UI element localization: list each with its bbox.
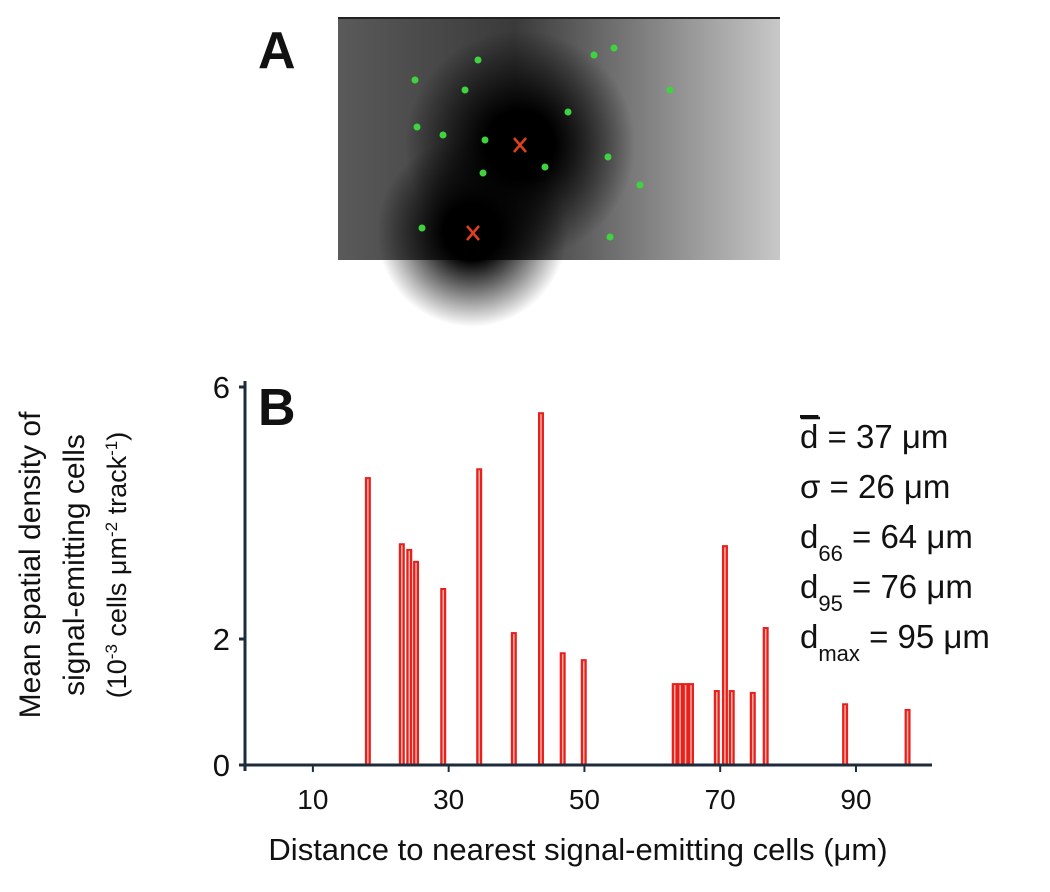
annotation-value: = 26 μm: [820, 468, 950, 505]
bar-group: [559, 652, 566, 765]
y-tick-label: 6: [213, 370, 230, 405]
superscript: -3: [102, 644, 121, 659]
bar-group: [682, 683, 689, 765]
annotation: d = 37 μm: [800, 418, 948, 455]
bar-group: [713, 690, 720, 765]
annotation: d66 = 64 μm: [800, 518, 973, 566]
unit-text: cells μm: [102, 537, 132, 644]
bar-group: [406, 548, 413, 765]
bar-group: [688, 683, 695, 765]
bar-group: [721, 545, 728, 765]
bar-group: [364, 477, 371, 765]
panel-label: A: [258, 22, 296, 80]
x-tick-label: 50: [569, 784, 600, 815]
annotation-symbol: d: [800, 518, 818, 555]
bar-group: [762, 627, 769, 765]
annotation-value: = 76 μm: [843, 568, 973, 605]
bar-group: [580, 659, 587, 765]
y-axis-units: (10-3 cells μm-2 track-1): [102, 432, 133, 699]
bar-group: [671, 683, 678, 765]
y-tick-label: 2: [213, 622, 230, 657]
x-axis-label: Distance to nearest signal-emitting cell…: [268, 832, 887, 867]
unit-text: ): [102, 432, 132, 441]
annotation-symbol: d: [800, 618, 818, 655]
bar-group: [728, 690, 735, 765]
annotation-symbol: σ: [800, 468, 820, 505]
unit-text: (10: [102, 659, 132, 698]
bar-group: [842, 703, 849, 765]
bar-group: [413, 560, 420, 765]
panel-label: B: [258, 379, 296, 437]
y-axis-label: signal-emitting cells: [58, 434, 91, 696]
panel-a-image: [338, 17, 780, 327]
annotation-value: = 37 μm: [818, 418, 948, 455]
bar-group: [440, 587, 447, 765]
annotation-subscript: 66: [818, 541, 842, 566]
annotation-subscript: 95: [818, 591, 842, 616]
x-tick-label: 30: [433, 784, 464, 815]
superscript: -1: [102, 441, 121, 456]
annotation: d95 = 76 μm: [800, 568, 973, 616]
annotation-value: = 64 μm: [843, 518, 973, 555]
annotation-subscript: max: [818, 641, 860, 666]
y-axis-label: Mean spatial density of: [14, 411, 47, 719]
bar-group: [537, 412, 544, 765]
annotation-symbol: d: [800, 568, 818, 605]
bar-group: [476, 468, 483, 765]
bar-group: [398, 543, 405, 765]
x-tick-label: 70: [705, 784, 736, 815]
x-tick-label: 10: [297, 784, 328, 815]
bar-group: [510, 632, 517, 765]
x-tick-label: 90: [840, 784, 871, 815]
bar-group: [749, 691, 756, 765]
annotation-value: = 95 μm: [860, 618, 990, 655]
annotation: dmax = 95 μm: [800, 618, 990, 666]
y-tick-label: 0: [213, 748, 230, 783]
bar-group: [904, 708, 911, 765]
unit-text: track: [102, 455, 132, 522]
annotation-symbol: d: [800, 418, 818, 455]
bar-group: [677, 683, 684, 765]
superscript: -2: [102, 522, 121, 537]
annotation: σ = 26 μm: [800, 468, 950, 505]
